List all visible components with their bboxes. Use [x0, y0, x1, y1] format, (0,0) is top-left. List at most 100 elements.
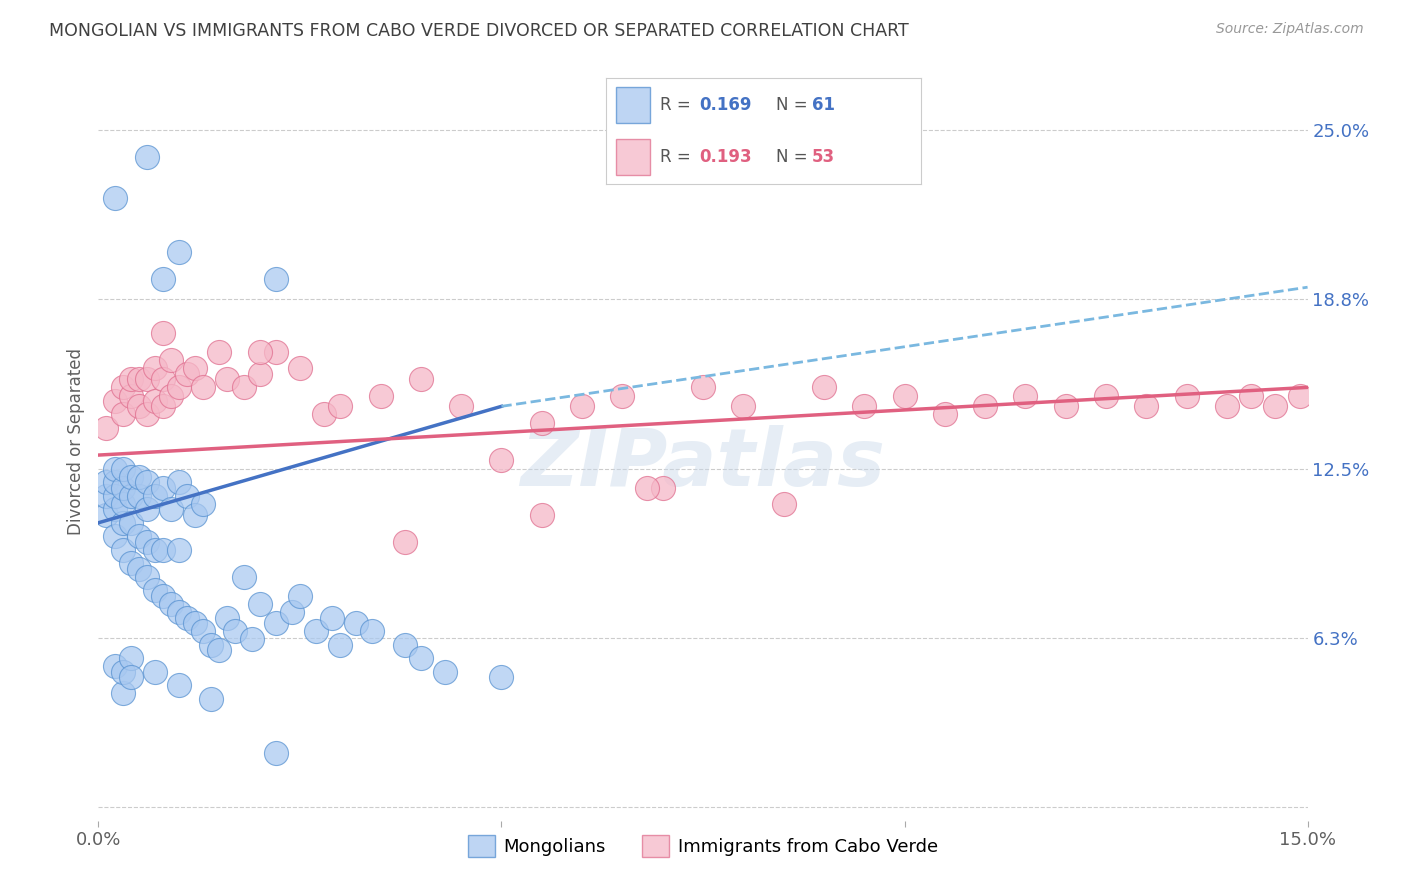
Point [692, 380, 714, 394]
Point [135, 150, 157, 164]
Point [329, 400, 352, 414]
Point [184, 615, 207, 630]
Point [249, 367, 271, 381]
Point [217, 610, 239, 624]
Point [193, 497, 215, 511]
Point [264, 345, 287, 359]
Point [128, 372, 150, 386]
Point [264, 615, 287, 630]
Point [103, 489, 125, 503]
Text: ZIPatlas: ZIPatlas [520, 425, 886, 503]
Point [934, 408, 956, 422]
Point [240, 632, 263, 647]
Point [128, 529, 150, 543]
Point [450, 400, 472, 414]
Point [434, 665, 457, 679]
Point [152, 542, 174, 557]
Point [152, 589, 174, 603]
Point [135, 372, 157, 386]
Point [103, 191, 125, 205]
Point [1135, 400, 1157, 414]
Point [232, 570, 254, 584]
Point [409, 372, 432, 386]
Point [135, 408, 157, 422]
Point [264, 272, 287, 286]
Point [120, 372, 142, 386]
Point [530, 508, 553, 522]
Point [612, 388, 634, 402]
Point [314, 408, 336, 422]
Text: MONGOLIAN VS IMMIGRANTS FROM CABO VERDE DIVORCED OR SEPARATED CORRELATION CHART: MONGOLIAN VS IMMIGRANTS FROM CABO VERDE … [49, 22, 908, 40]
Point [200, 691, 222, 706]
Point [128, 400, 150, 414]
Legend: Mongolians, Immigrants from Cabo Verde: Mongolians, Immigrants from Cabo Verde [460, 828, 946, 864]
Point [208, 345, 231, 359]
Point [184, 508, 207, 522]
Point [120, 651, 142, 665]
Point [120, 670, 142, 684]
Point [176, 367, 198, 381]
Point [167, 542, 190, 557]
Point [1288, 388, 1310, 402]
Point [184, 361, 207, 376]
Point [135, 475, 157, 490]
Point [96, 421, 118, 435]
Point [200, 638, 222, 652]
Point [974, 400, 997, 414]
Point [103, 475, 125, 490]
Point [160, 353, 183, 368]
Point [143, 542, 166, 557]
Point [111, 461, 134, 475]
Point [111, 481, 134, 495]
Point [249, 597, 271, 611]
Point [853, 400, 876, 414]
Point [530, 416, 553, 430]
Point [1095, 388, 1118, 402]
Point [143, 665, 166, 679]
Point [409, 651, 432, 665]
Point [111, 380, 134, 394]
Point [167, 678, 190, 692]
Point [111, 686, 134, 700]
Point [1014, 388, 1036, 402]
Point [152, 400, 174, 414]
Point [1216, 400, 1239, 414]
Point [152, 272, 174, 286]
Point [135, 534, 157, 549]
Point [152, 481, 174, 495]
Point [160, 388, 183, 402]
Point [370, 388, 392, 402]
Point [152, 372, 174, 386]
Point [160, 502, 183, 516]
Point [571, 400, 593, 414]
Point [111, 497, 134, 511]
Point [111, 542, 134, 557]
Point [111, 665, 134, 679]
Point [491, 670, 513, 684]
Point [288, 361, 311, 376]
Point [232, 380, 254, 394]
Point [893, 388, 915, 402]
Point [1264, 400, 1286, 414]
Point [120, 516, 142, 530]
Point [135, 502, 157, 516]
Point [167, 244, 190, 259]
Point [491, 453, 513, 467]
Point [120, 388, 142, 402]
Text: Source: ZipAtlas.com: Source: ZipAtlas.com [1216, 22, 1364, 37]
Point [772, 497, 794, 511]
Point [111, 516, 134, 530]
Point [217, 372, 239, 386]
Point [128, 489, 150, 503]
Point [143, 489, 166, 503]
Point [361, 624, 384, 639]
Point [288, 589, 311, 603]
Point [135, 570, 157, 584]
Point [208, 643, 231, 657]
Point [152, 326, 174, 341]
Point [103, 529, 125, 543]
Point [305, 624, 328, 639]
Point [1240, 388, 1263, 402]
Point [733, 400, 755, 414]
Point [120, 469, 142, 483]
